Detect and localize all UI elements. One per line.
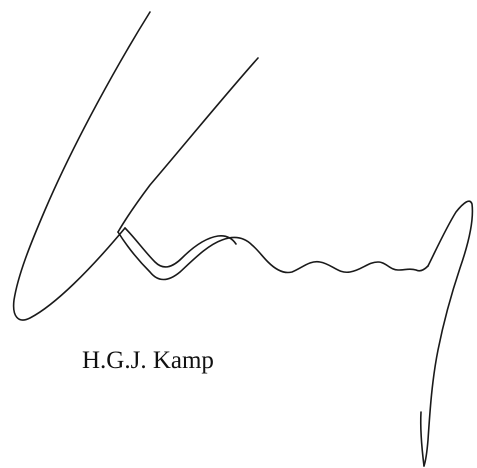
signature-stroke-k-stem	[12, 11, 151, 321]
signature-stroke-p-tail	[419, 411, 425, 467]
signature-stroke-k-arm	[117, 57, 259, 233]
signature-stroke-loop	[124, 227, 237, 268]
signature-stroke-p	[423, 200, 474, 467]
signature-stroke-amp	[117, 231, 429, 281]
signatory-name: H.G.J. Kamp	[82, 347, 214, 374]
